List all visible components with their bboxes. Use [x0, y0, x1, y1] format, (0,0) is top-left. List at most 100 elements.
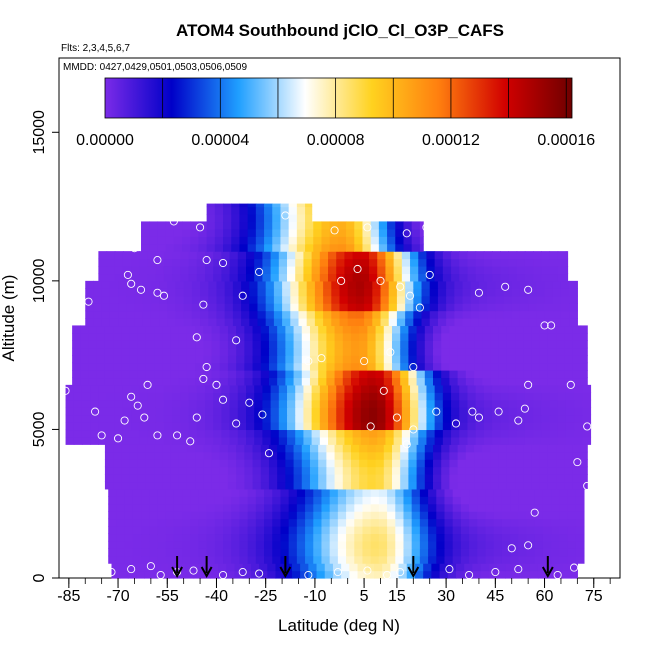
heatmap-cell [547, 325, 557, 334]
heatmap-cell [165, 488, 175, 497]
heatmap-cell [547, 377, 557, 386]
heatmap-cell [129, 332, 139, 341]
heatmap-cell [318, 459, 327, 468]
heatmap-cell [544, 280, 554, 289]
heatmap-cell [377, 429, 387, 438]
heatmap-cell [132, 503, 142, 512]
heatmap-cell [459, 407, 469, 416]
heatmap-cell [329, 533, 339, 542]
colorbar-tick-label: 0.00000 [76, 132, 134, 149]
heatmap-cell [483, 399, 493, 408]
heatmap-cell [418, 407, 428, 416]
heatmap-cell [236, 325, 245, 334]
heatmap-cell [295, 429, 305, 438]
heatmap-cell [498, 362, 508, 371]
heatmap-cell [306, 295, 316, 304]
heatmap-cell [170, 362, 180, 371]
heatmap-cell [139, 273, 149, 282]
heatmap-cell [436, 488, 446, 497]
heatmap-cell [564, 481, 574, 490]
heatmap-cell [208, 310, 218, 319]
heatmap-cell [416, 481, 426, 490]
heatmap-cell [549, 407, 559, 416]
heatmap-cell [551, 533, 560, 542]
heatmap-cell [116, 540, 126, 549]
heatmap-cell [254, 273, 264, 282]
heatmap-cell [342, 466, 352, 475]
colorbar-tick-label: 0.00008 [307, 132, 365, 149]
heatmap-cell [474, 377, 483, 386]
heatmap-cell [492, 392, 501, 401]
heatmap-cell [572, 370, 582, 379]
heatmap-cell [337, 526, 347, 535]
heatmap-cell [321, 511, 331, 520]
heatmap-cell [147, 429, 157, 438]
observation-point [402, 440, 411, 449]
heatmap-cell [183, 295, 193, 304]
heatmap-cell [257, 295, 267, 304]
heatmap-cell [380, 303, 390, 312]
heatmap-cell [551, 526, 560, 535]
heatmap-cell [518, 540, 528, 549]
heatmap-cell [449, 377, 459, 386]
heatmap-cell [229, 399, 239, 408]
heatmap-cell [280, 496, 290, 505]
heatmap-cell [118, 318, 127, 327]
heatmap-cell [546, 563, 555, 572]
heatmap-cell [229, 251, 239, 260]
heatmap-cell [483, 273, 493, 282]
heatmap-cell [328, 384, 337, 393]
heatmap-cell [318, 347, 327, 356]
heatmap-cell [378, 518, 388, 527]
heatmap-cell [255, 243, 265, 252]
heatmap-cell [391, 325, 401, 334]
heatmap-cell [352, 384, 362, 393]
heatmap-cell [262, 429, 272, 438]
heatmap-cell [309, 355, 319, 364]
heatmap-cell [564, 362, 574, 371]
observation-point [61, 386, 70, 395]
heatmap-cell [580, 451, 588, 460]
heatmap-cell [311, 407, 321, 416]
heatmap-cell [314, 295, 324, 304]
heatmap-cell [108, 548, 118, 557]
heatmap-cell [429, 295, 439, 304]
heatmap-cell [572, 466, 582, 475]
heatmap-cell [188, 399, 198, 408]
heatmap-cell [460, 518, 470, 527]
heatmap-cell [375, 377, 385, 386]
heatmap-cell [252, 481, 262, 490]
heatmap-cell [223, 214, 232, 223]
heatmap-cell [474, 474, 483, 483]
heatmap-cell [478, 280, 488, 289]
heatmap-cell [460, 503, 470, 512]
heatmap-cell [531, 481, 541, 490]
heatmap-cell [539, 377, 549, 386]
heatmap-cell [510, 548, 519, 557]
heatmap-cell [270, 392, 280, 401]
heatmap-cell [237, 258, 247, 267]
heatmap-cell [395, 540, 405, 549]
heatmap-cell [257, 303, 267, 312]
heatmap-cell [114, 251, 124, 260]
heatmap-cell [314, 303, 324, 312]
heatmap-cell [270, 399, 280, 408]
heatmap-cell [337, 555, 347, 564]
heatmap-cell [367, 362, 377, 371]
heatmap-cell [216, 295, 226, 304]
heatmap-cell [296, 243, 306, 252]
heatmap-cell [147, 266, 157, 275]
heatmap-cell [542, 533, 552, 542]
heatmap-cell [246, 407, 255, 416]
heatmap-cell [114, 258, 124, 267]
heatmap-cell [305, 526, 314, 535]
heatmap-cell [541, 392, 551, 401]
heatmap-cell [441, 466, 451, 475]
heatmap-cell [98, 392, 108, 401]
heatmap-cell [572, 355, 582, 364]
heatmap-cell [104, 370, 114, 379]
heatmap-cell [346, 555, 355, 564]
heatmap-cell [551, 488, 560, 497]
heatmap-cell [564, 340, 574, 349]
heatmap-cell [457, 481, 467, 490]
